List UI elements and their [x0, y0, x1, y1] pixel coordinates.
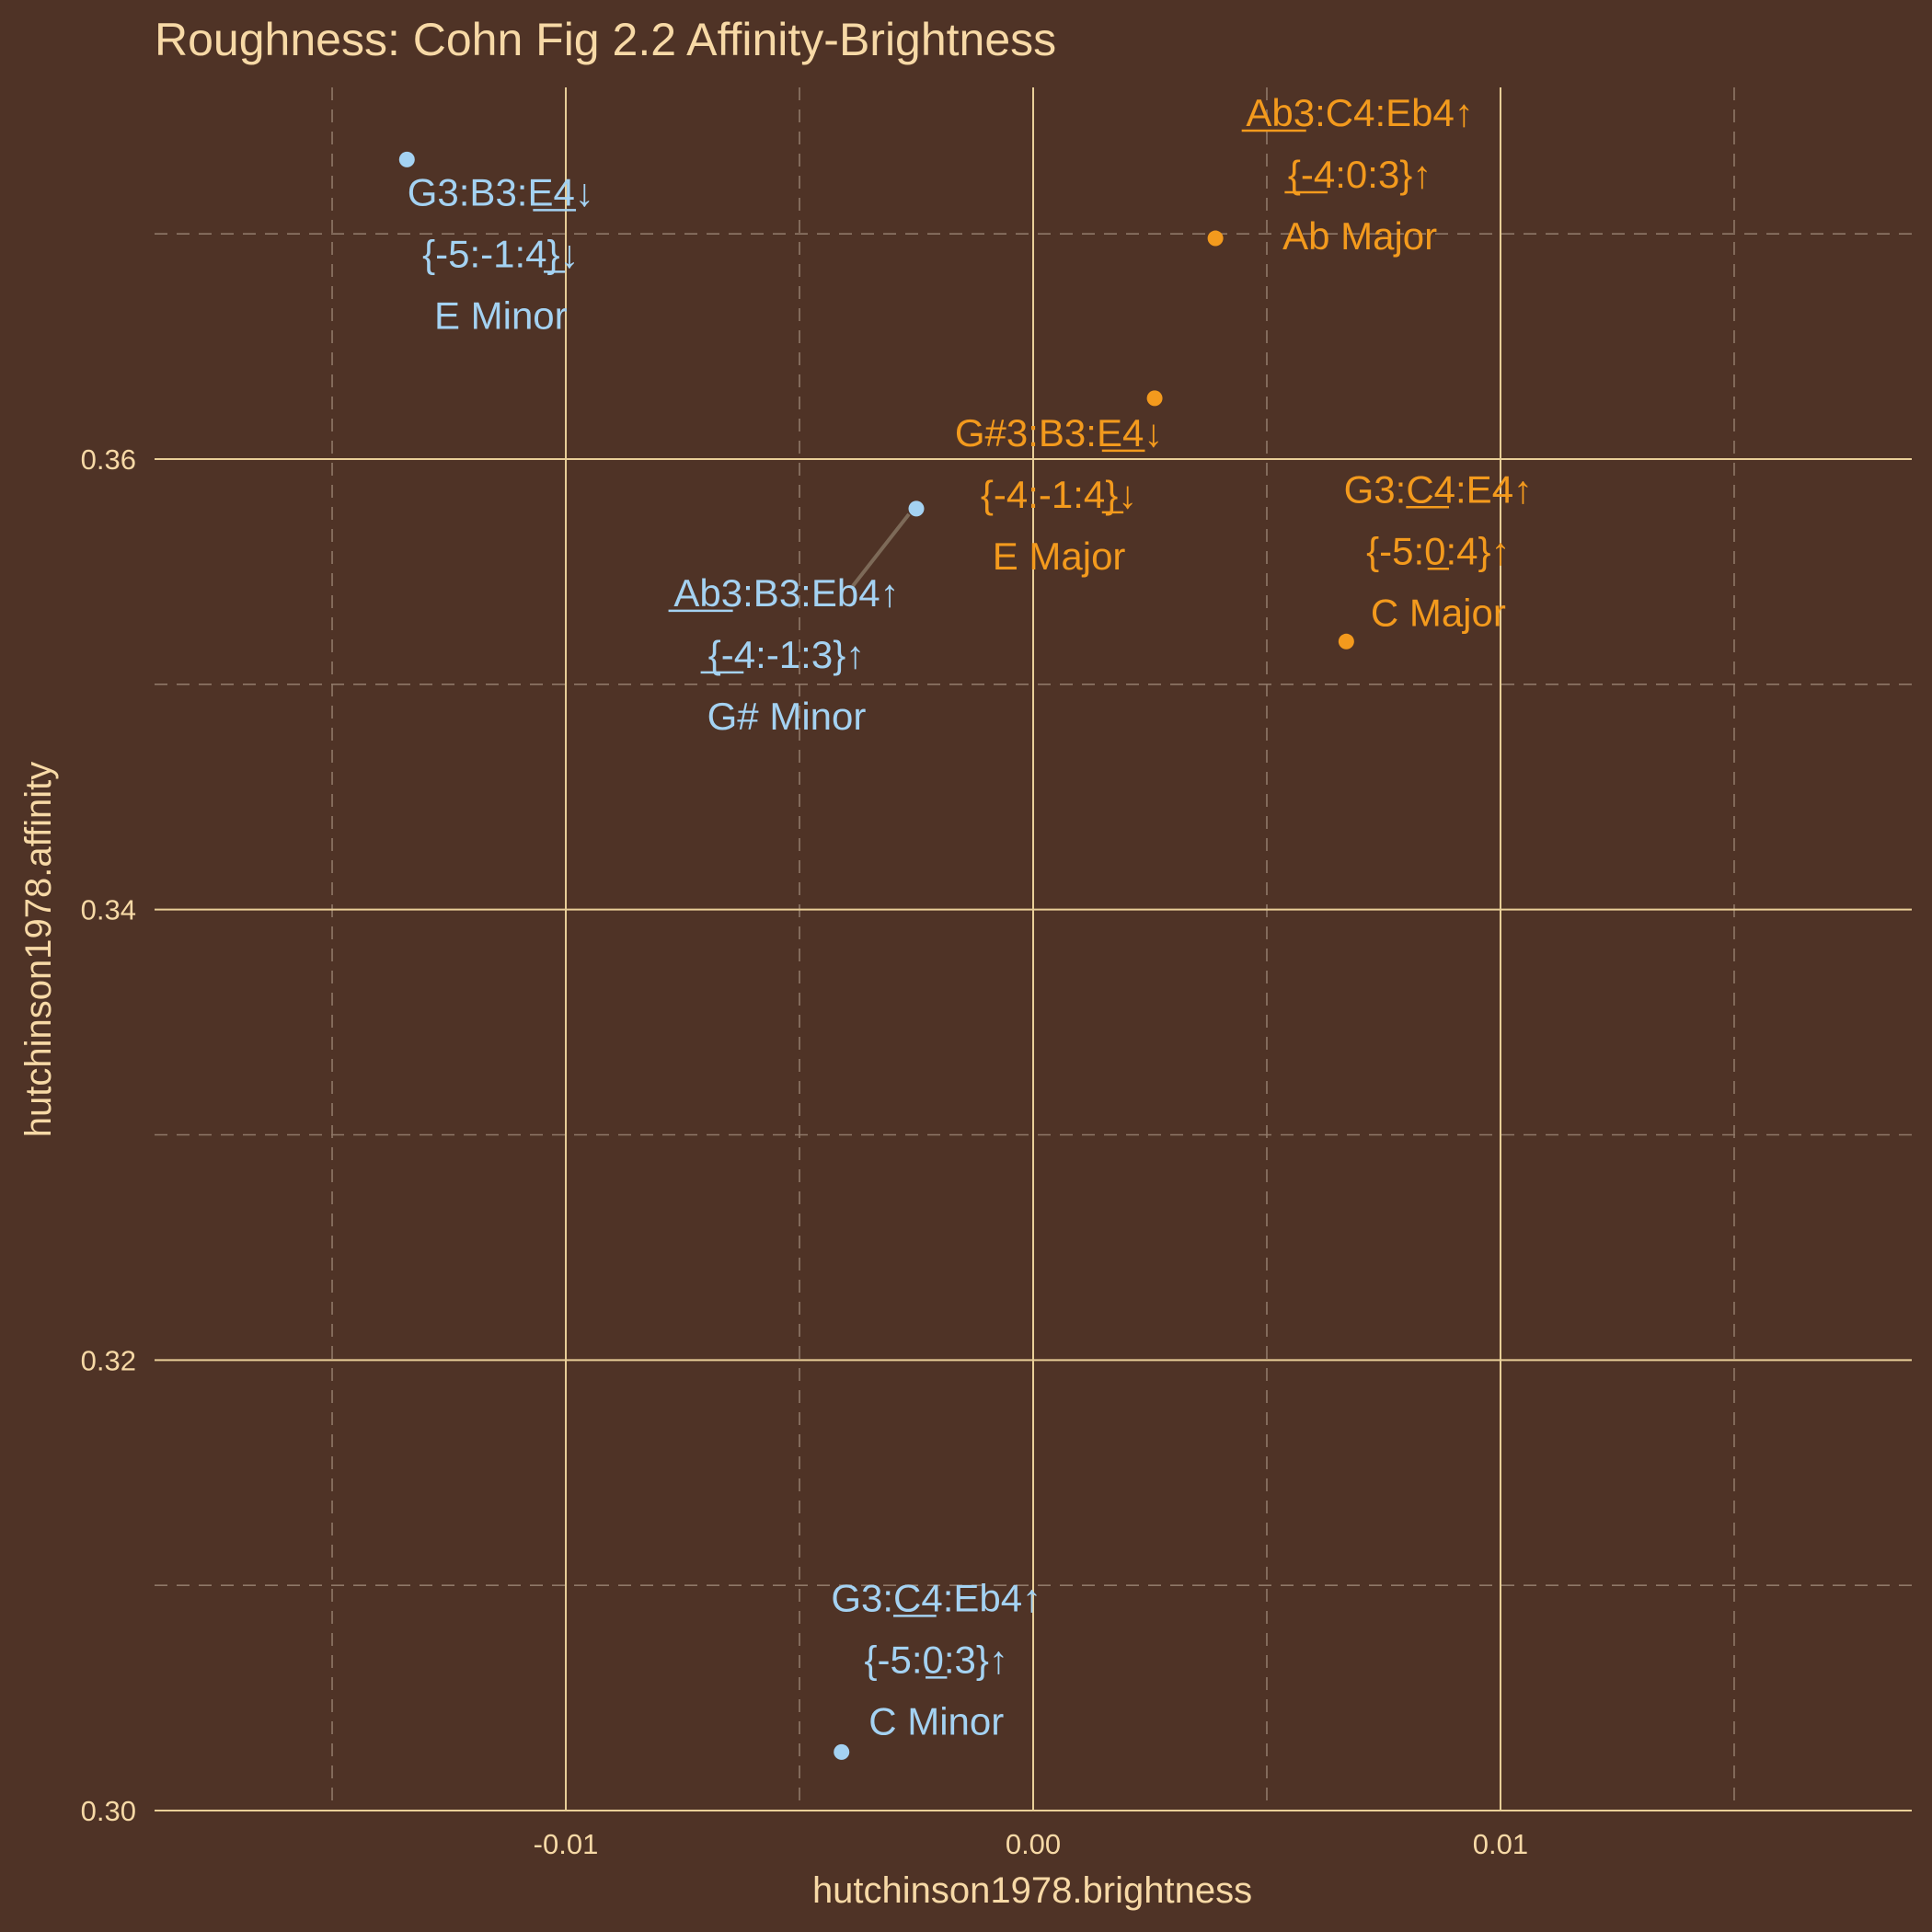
text-segment: C Minor: [868, 1699, 1004, 1742]
point-label: G3:C4:Eb4↑ {-5:0:3}↑ C Minor: [831, 1576, 1041, 1742]
point-label: G3:C4:E4↑ {-5:0:4}↑ C Major: [1344, 467, 1533, 634]
text-segment: :Eb4↑: [943, 1576, 1041, 1619]
x-tick-label: 0.01: [1473, 1828, 1528, 1860]
point-label-line: G#3:B3:E4↓: [955, 411, 1163, 454]
underlined-segment: 4: [1084, 473, 1105, 516]
text-segment: {: [708, 633, 721, 676]
data-point: [398, 151, 415, 167]
point-label-line: C Minor: [868, 1699, 1004, 1742]
point-label-line: C Major: [1371, 591, 1506, 634]
underlined-segment: C4: [893, 1576, 943, 1619]
point-label-line: Ab Major: [1282, 214, 1437, 258]
underlined-segment: C4: [1406, 467, 1455, 511]
underlined-segment: Ab3: [673, 571, 742, 615]
underlined-segment: Ab3: [1246, 91, 1315, 134]
point-label-line: G3:B3:E4↓: [408, 170, 594, 213]
major-gridlines: [155, 87, 1912, 1811]
text-segment: ↓: [575, 170, 594, 213]
text-segment: G3:B3:: [408, 170, 528, 213]
point-label: Ab3:C4:Eb4↑ {-4:0:3}↑ Ab Major: [1241, 91, 1474, 258]
text-segment: E Minor: [434, 293, 568, 337]
text-segment: }↓: [547, 232, 580, 275]
text-segment: G# Minor: [707, 695, 867, 738]
y-tick-label: 0.30: [81, 1795, 136, 1827]
underlined-segment: 4: [525, 232, 546, 275]
text-segment: :-1:3}↑: [755, 633, 865, 676]
data-point: [1207, 230, 1224, 247]
point-label: Ab3:B3:Eb4↑ {-4:-1:3}↑ G# Minor: [668, 571, 900, 738]
x-tick-label: -0.01: [534, 1828, 599, 1860]
point-label-line: E Major: [993, 535, 1126, 578]
point-label-line: G# Minor: [707, 695, 867, 738]
text-segment: G3:: [1344, 467, 1407, 511]
point-label-line: {-4:0:3}↑: [1288, 153, 1432, 196]
text-segment: {-4:-1:: [981, 473, 1084, 516]
tick-labels: -0.01 0.00 0.01 0.30 0.32 0.34 0.36: [81, 443, 1528, 1860]
x-axis-title: hutchinson1978.brightness: [812, 1870, 1252, 1911]
y-tick-label: 0.34: [81, 894, 136, 926]
point-label: G3:B3:E4↓ {-5:-1:4}↓ E Minor: [408, 170, 594, 337]
point-label-line: G3:C4:Eb4↑: [831, 1576, 1041, 1619]
text-segment: }↓: [1105, 473, 1137, 516]
minor-gridlines: [155, 87, 1912, 1811]
point-label-line: E Minor: [434, 293, 568, 337]
underlined-segment: E4: [1097, 411, 1144, 454]
data-points: [398, 151, 1354, 1760]
label-connector: [851, 512, 911, 588]
underlined-segment: E4: [527, 170, 574, 213]
y-tick-label: 0.36: [81, 443, 136, 476]
x-tick-label: 0.00: [1006, 1828, 1061, 1860]
data-point: [1338, 633, 1354, 650]
text-segment: {-5:: [1366, 529, 1424, 572]
text-segment: ↓: [1144, 411, 1163, 454]
text-segment: :3}↑: [944, 1638, 1008, 1681]
underlined-segment: 0: [1424, 529, 1445, 572]
y-axis-title: hutchinson1978.affinity: [18, 762, 59, 1137]
text-segment: {-5:-1:: [422, 232, 525, 275]
text-segment: E Major: [993, 535, 1126, 578]
point-labels: G3:B3:E4↓{-5:-1:4}↓E MinorAb3:B3:Eb4↑{-4…: [408, 91, 1533, 1742]
point-label-line: G3:C4:E4↑: [1344, 467, 1533, 511]
text-segment: :B3:Eb4↑: [742, 571, 899, 615]
text-segment: :4}↑: [1446, 529, 1511, 572]
point-label-line: Ab3:B3:Eb4↑: [673, 571, 899, 615]
y-tick-label: 0.32: [81, 1344, 136, 1376]
data-point: [834, 1743, 850, 1760]
text-segment: {: [1288, 153, 1301, 196]
text-segment: :E4↑: [1455, 467, 1533, 511]
point-label-line: {-4:-1:3}↑: [708, 633, 865, 676]
point-label-line: Ab3:C4:Eb4↑: [1246, 91, 1474, 134]
text-segment: C Major: [1371, 591, 1506, 634]
underlined-segment: -4: [1301, 153, 1335, 196]
text-segment: :C4:Eb4↑: [1315, 91, 1474, 134]
text-segment: G#3:B3:: [955, 411, 1097, 454]
text-segment: Ab Major: [1282, 214, 1437, 258]
data-point: [908, 500, 925, 517]
chart-title: Roughness: Cohn Fig 2.2 Affinity-Brightn…: [155, 14, 1056, 65]
underlined-segment: 0: [923, 1638, 944, 1681]
point-label-line: {-5:0:3}↑: [864, 1638, 1007, 1681]
text-segment: :0:3}↑: [1335, 153, 1432, 196]
label-connectors: [851, 512, 911, 588]
point-label-line: {-5:0:4}↑: [1366, 529, 1510, 572]
point-label-line: {-4:-1:4}↓: [981, 473, 1137, 516]
data-point: [1146, 390, 1163, 407]
text-segment: G3:: [831, 1576, 893, 1619]
underlined-segment: -4: [721, 633, 755, 676]
text-segment: {-5:: [864, 1638, 922, 1681]
point-label: G#3:B3:E4↓{-4:-1:4}↓E Major: [955, 411, 1163, 578]
point-label-line: {-5:-1:4}↓: [422, 232, 579, 275]
